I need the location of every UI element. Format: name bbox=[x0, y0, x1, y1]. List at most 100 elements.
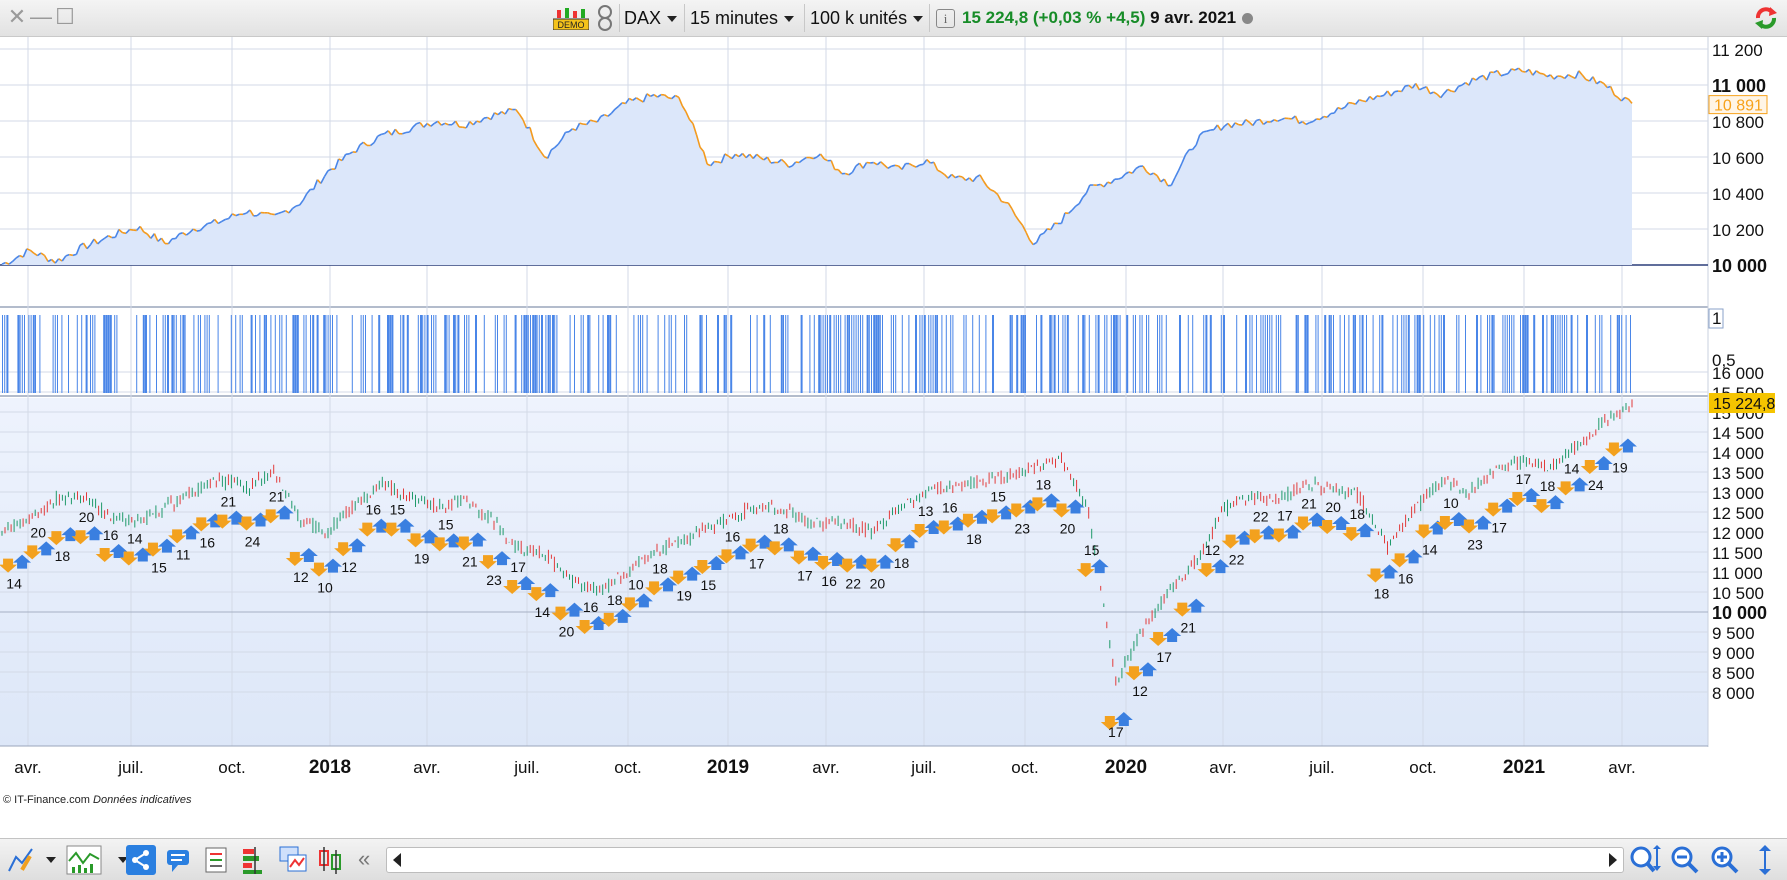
signal-label: 22 bbox=[1229, 552, 1245, 568]
signal-label: 12 bbox=[341, 559, 357, 575]
signal-bar bbox=[1318, 315, 1319, 393]
price-line-segment bbox=[346, 154, 350, 155]
signal-label: 10 bbox=[1443, 495, 1459, 511]
fit-vertical-icon[interactable] bbox=[1750, 845, 1780, 875]
price-line-segment bbox=[1501, 75, 1505, 76]
bottom-toolbar: « bbox=[0, 838, 1787, 880]
time-scrollbar[interactable] bbox=[386, 847, 1624, 873]
indicators-icon[interactable] bbox=[66, 845, 102, 875]
signal-bar bbox=[1161, 315, 1162, 393]
signal-bar bbox=[389, 315, 391, 393]
price-line-segment bbox=[580, 123, 584, 124]
signal-label: 20 bbox=[30, 524, 46, 540]
signal-bar bbox=[110, 315, 112, 393]
y-tick-label: 10 000 bbox=[1712, 256, 1767, 276]
order-book-icon[interactable] bbox=[240, 845, 270, 875]
signal-bar bbox=[684, 315, 685, 393]
chevron-down-icon[interactable] bbox=[46, 857, 56, 863]
signal-label: 20 bbox=[559, 624, 575, 640]
instrument-selector[interactable]: DAX bbox=[624, 4, 686, 32]
copyright-note: © IT-Finance.com Données indicatives bbox=[3, 794, 191, 806]
comment-icon[interactable] bbox=[164, 845, 194, 875]
orders-list-icon[interactable] bbox=[202, 845, 232, 875]
x-tick-label: oct. bbox=[1409, 758, 1436, 777]
signal-bar bbox=[446, 315, 447, 393]
signal-label: 18 bbox=[1374, 585, 1390, 601]
trading-tools-icon[interactable] bbox=[316, 845, 346, 875]
x-tick-label: juil. bbox=[513, 758, 540, 777]
info-icon[interactable]: i bbox=[936, 9, 955, 28]
signal-bar bbox=[28, 315, 29, 393]
signal-bar bbox=[1188, 315, 1189, 393]
refresh-icon[interactable] bbox=[1752, 4, 1780, 32]
price-line-segment bbox=[590, 120, 594, 121]
price-line-segment bbox=[1118, 178, 1122, 179]
signal-bar bbox=[1626, 315, 1627, 393]
signal-bar bbox=[39, 315, 40, 393]
signal-bar bbox=[1362, 315, 1364, 393]
units-selector[interactable]: 100 k unités bbox=[810, 4, 930, 32]
signal-label: 22 bbox=[845, 576, 861, 592]
chevron-down-icon bbox=[667, 16, 677, 22]
price-line-segment bbox=[275, 213, 279, 214]
signal-bar bbox=[182, 315, 184, 393]
signal-bar bbox=[979, 315, 980, 393]
scroll-left-icon[interactable] bbox=[393, 853, 401, 867]
signal-bar bbox=[915, 315, 917, 393]
price-badge-label: 15 224,8 bbox=[1713, 396, 1775, 413]
price-line-segment bbox=[73, 254, 77, 255]
signal-bar bbox=[952, 315, 953, 393]
signal-bar bbox=[330, 315, 331, 393]
maximize-window-icon[interactable]: ☐ bbox=[54, 6, 76, 28]
signal-bar bbox=[1148, 315, 1149, 393]
signal-label: 20 bbox=[79, 509, 95, 525]
auto-zoom-icon[interactable] bbox=[1628, 845, 1664, 875]
y-tick-label: 14 500 bbox=[1712, 424, 1764, 443]
signal-bar bbox=[783, 315, 784, 393]
signal-bar bbox=[1329, 315, 1331, 393]
signal-bar bbox=[1296, 315, 1298, 393]
y-tick-label: 9 500 bbox=[1712, 624, 1755, 643]
minimize-window-icon[interactable]: — bbox=[30, 6, 52, 28]
signal-bar bbox=[422, 315, 423, 393]
signal-bar bbox=[1304, 315, 1306, 393]
signal-bar bbox=[1560, 315, 1561, 393]
zoom-out-icon[interactable] bbox=[1670, 845, 1700, 875]
signal-bar bbox=[20, 315, 21, 393]
signal-bar bbox=[17, 315, 19, 393]
drawing-tools-icon[interactable] bbox=[6, 845, 36, 875]
timeframe-selector[interactable]: 15 minutes bbox=[690, 4, 802, 32]
signal-bar bbox=[1513, 315, 1514, 393]
signal-bar bbox=[35, 315, 36, 393]
signal-bar bbox=[1546, 315, 1547, 393]
signal-bar bbox=[1113, 315, 1115, 393]
signal-bar bbox=[1049, 315, 1051, 393]
signal-bar bbox=[295, 315, 297, 393]
y-tick-label: 13 000 bbox=[1712, 484, 1764, 503]
zoom-in-icon[interactable] bbox=[1710, 845, 1740, 875]
price-line-segment bbox=[1522, 72, 1526, 73]
scroll-right-icon[interactable] bbox=[1609, 853, 1617, 867]
price-line-segment bbox=[1512, 69, 1516, 70]
signal-bar bbox=[420, 315, 422, 393]
signal-label: 19 bbox=[676, 588, 692, 604]
close-window-icon[interactable]: ✕ bbox=[6, 6, 28, 28]
signal-bar bbox=[882, 315, 883, 393]
signal-label: 14 bbox=[6, 576, 22, 592]
collapse-left-icon[interactable]: « bbox=[358, 846, 370, 872]
signal-bar bbox=[4, 315, 5, 393]
link-icon[interactable] bbox=[596, 4, 614, 32]
signal-bar bbox=[1619, 315, 1620, 393]
share-icon[interactable] bbox=[126, 845, 156, 875]
x-tick-label: juil. bbox=[1308, 758, 1335, 777]
signal-bar bbox=[671, 315, 672, 393]
signal-bar bbox=[255, 315, 256, 393]
signal-bar bbox=[1505, 315, 1506, 393]
signal-bar bbox=[706, 315, 707, 393]
windows-layout-icon[interactable] bbox=[278, 845, 308, 875]
signal-bar bbox=[1348, 315, 1349, 393]
signal-label: 16 bbox=[583, 599, 599, 615]
signal-bar bbox=[1271, 315, 1272, 393]
